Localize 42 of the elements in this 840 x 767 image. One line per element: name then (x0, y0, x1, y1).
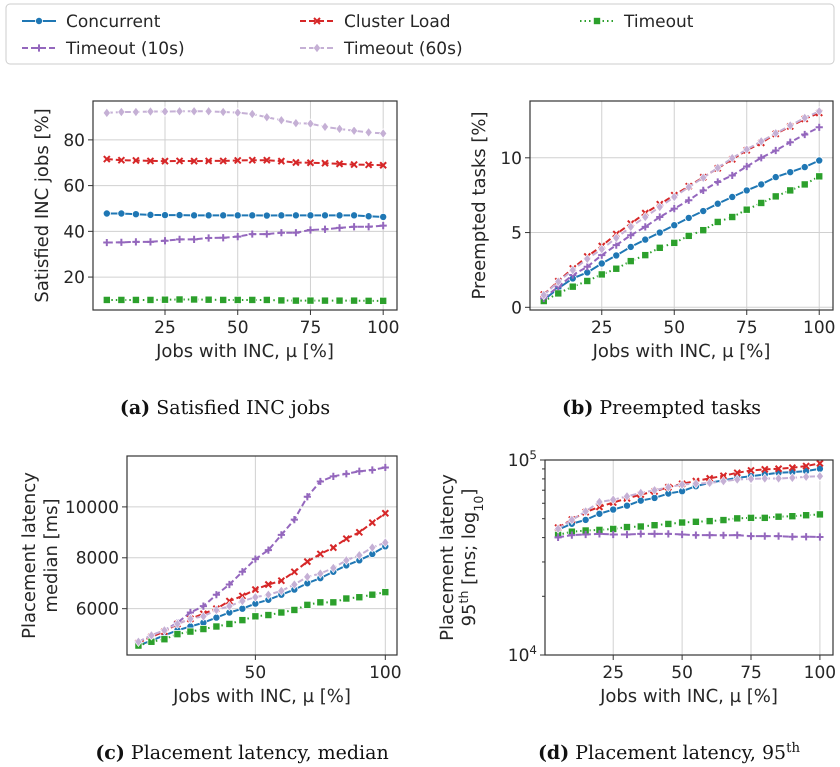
legend-label: Concurrent (66, 12, 161, 32)
x-axis-title: Jobs with INC, μ [%] (155, 341, 334, 362)
y-tick-label: 8000 (76, 548, 119, 569)
x-tick-label: 25 (590, 318, 613, 338)
legend-label: Timeout (60s) (343, 38, 463, 59)
x-tick-label: 100 (803, 318, 836, 338)
y-tick-label: 10$^{5}$ (508, 448, 537, 471)
y-tick-label: 10 (500, 148, 522, 169)
text: (c) Placement latency, median (95, 742, 389, 764)
legend-label: Timeout (623, 12, 694, 32)
x-tick-label: 50 (226, 318, 249, 338)
x-tick-label: 100 (366, 318, 400, 338)
x-axis-title: Jobs with INC, μ [%] (172, 686, 351, 707)
x-tick-label: 100 (804, 663, 836, 683)
y-tick-label: 5 (511, 224, 522, 244)
text: (b) Preempted tasks (562, 397, 761, 419)
x-tick-label: 100 (369, 663, 402, 683)
text: (a) Satisfied INC jobs (120, 397, 330, 419)
y-tick-label: 10000 (64, 498, 119, 518)
y-tick-label: 0 (511, 298, 522, 318)
x-tick-label: 75 (300, 318, 322, 338)
y-axis-title: Preempted tasks [%] (469, 111, 490, 300)
x-tick-label: 25 (154, 318, 176, 338)
y-tick-label: 10$^{4}$ (508, 642, 537, 666)
y-axis-title: Placement latency median [ms] (19, 472, 62, 639)
x-tick-label: 25 (602, 663, 624, 683)
y-tick-label: 60 (63, 176, 85, 197)
x-axis-title: Jobs with INC, μ [%] (599, 686, 778, 707)
x-tick-label: 75 (740, 663, 762, 683)
y-tick-label: 80 (63, 130, 85, 151)
x-tick-label: 50 (663, 318, 686, 338)
text: (d) Placement latency, 95$^{th}$ (538, 740, 800, 764)
y-tick-label: 20 (63, 268, 85, 288)
y-tick-label: 40 (63, 222, 85, 242)
x-axis-title: Jobs with INC, μ [%] (592, 341, 770, 362)
x-tick-label: 50 (244, 663, 266, 683)
legend-label: Timeout (10s) (65, 38, 185, 59)
y-axis-title: Satisfied INC jobs [%] (32, 108, 53, 303)
x-tick-label: 75 (736, 318, 758, 338)
legend-label: Cluster Load (344, 12, 451, 32)
y-tick-label: 6000 (76, 600, 119, 620)
x-tick-label: 50 (671, 663, 693, 683)
